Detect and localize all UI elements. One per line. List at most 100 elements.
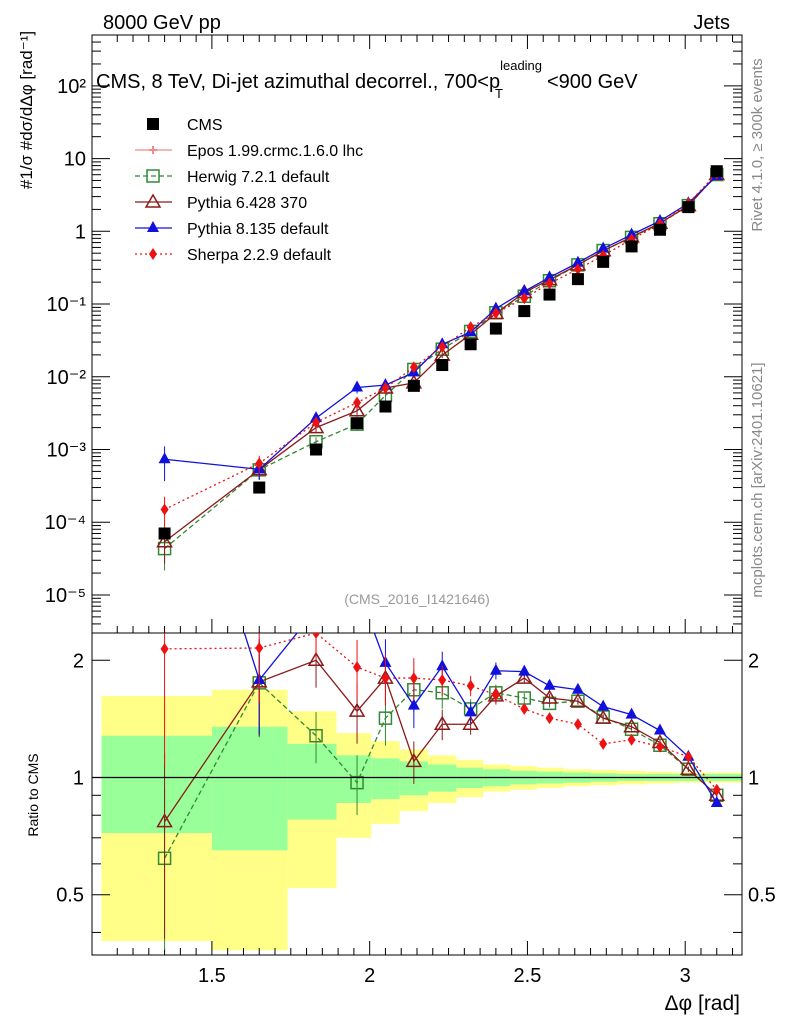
y-tick-label: 10 xyxy=(64,149,86,171)
y-tick-label: 10⁻² xyxy=(47,367,87,389)
series-point-main xyxy=(307,419,325,434)
rivet-label: Rivet 4.1.0, ≥ 300k events xyxy=(749,58,766,231)
cms-data-point xyxy=(710,165,723,178)
header-left: 8000 GeV pp xyxy=(103,12,221,34)
series-point-ratio xyxy=(462,715,479,730)
series-point-ratio xyxy=(464,705,477,717)
ratio-y-tick-label: 0.5 xyxy=(56,885,84,907)
series-point-ratio xyxy=(491,688,500,701)
series-point-main xyxy=(255,457,264,470)
legend-label: Herwig 7.2.1 default xyxy=(187,169,330,186)
cms-data-point xyxy=(351,417,364,430)
series-point-ratio xyxy=(597,699,610,711)
stat-band xyxy=(287,743,337,820)
series-point-main xyxy=(545,277,554,290)
series-point-ratio xyxy=(489,663,502,675)
series-point-ratio xyxy=(541,689,558,704)
series-point-main xyxy=(312,416,321,429)
ratio-series xyxy=(156,373,726,951)
cms-data-point xyxy=(518,305,531,318)
header-right: Jets xyxy=(693,12,730,34)
series-point-ratio xyxy=(684,750,693,763)
legend-label: Epos 1.99.crmc.1.6.0 lhc xyxy=(187,143,363,160)
series-point-main xyxy=(438,340,447,353)
series-point-ratio xyxy=(594,709,612,724)
series-point-ratio xyxy=(466,679,475,692)
cms-data-point xyxy=(682,201,695,214)
series-point-ratio xyxy=(156,813,173,828)
series-point-ratio xyxy=(573,718,582,731)
cms-data-point xyxy=(489,322,502,335)
mcplots-label: mcplots.cern.ch [arXiv:2401.10621] xyxy=(749,362,766,597)
cms-data-point xyxy=(571,273,584,286)
cms-data-point xyxy=(310,443,323,456)
cms-data-point xyxy=(253,481,266,494)
x-axis-label: Δφ [rad] xyxy=(665,992,741,1015)
series-point-main xyxy=(625,227,638,239)
series-point-ratio xyxy=(350,775,364,790)
series-point-main xyxy=(353,396,362,409)
series-point-main xyxy=(571,255,584,267)
series-point-ratio xyxy=(353,661,362,674)
ratio-y-axis-label: Ratio to CMS xyxy=(25,753,41,836)
series-point-ratio xyxy=(515,669,533,684)
series-point-ratio xyxy=(436,659,449,671)
series-point-ratio xyxy=(571,682,584,694)
legend-label: Pythia 8.135 default xyxy=(187,221,329,238)
y-tick-label: 10⁻³ xyxy=(47,440,87,462)
axis-ticks: 1.5 2 2.5 3 10⁻⁵ 10⁻⁴ 10⁻³ 10⁻² 10⁻¹ 1 10 10² 0.5 0.5… xyxy=(45,34,776,987)
main-y-axis-label: #1/σ #dσ/dΔφ [rad⁻¹] xyxy=(17,31,36,189)
series-point-main xyxy=(520,292,529,305)
series-point-ratio xyxy=(312,633,321,639)
legend: CMS Epos 1.99.crmc.1.6.0 lhc Herwig 7.2.1 … xyxy=(135,117,363,264)
y-tick-label: 10⁻⁴ xyxy=(45,512,86,534)
series-point-ratio xyxy=(433,715,451,730)
stat-band xyxy=(101,735,212,834)
x-tick-label: 2.5 xyxy=(514,965,542,987)
ratio-y-tick-label: 1 xyxy=(73,767,84,789)
stat-band xyxy=(371,758,400,800)
y-tick-label: 1 xyxy=(75,221,86,243)
cms-data-point xyxy=(379,400,392,413)
series-point-main xyxy=(409,361,418,374)
series-point-ratio xyxy=(381,672,390,685)
legend-marker xyxy=(149,248,157,260)
x-tick-label: 2 xyxy=(364,965,375,987)
series-point-ratio xyxy=(160,642,169,655)
cms-data-point xyxy=(543,288,556,301)
series-point-ratio xyxy=(545,712,554,725)
series-point-main xyxy=(348,402,366,417)
legend-marker xyxy=(146,169,160,183)
series-point-ratio xyxy=(351,579,363,590)
stat-band xyxy=(211,726,288,851)
series-point-main xyxy=(518,284,531,296)
series-point-main xyxy=(160,503,169,516)
cms-data-point xyxy=(597,255,610,268)
cms-data-point xyxy=(407,379,420,392)
legend-label: CMS xyxy=(187,117,223,134)
series-point-main xyxy=(573,263,582,276)
series-point-main xyxy=(466,321,475,334)
series-point-main xyxy=(351,380,364,392)
ratio-y-tick-label-right: 2 xyxy=(748,650,759,672)
series-point-ratio xyxy=(409,672,418,685)
series-point-main xyxy=(156,533,173,548)
series-point-ratio xyxy=(623,718,640,733)
series-point-ratio xyxy=(520,702,529,715)
series-point-ratio xyxy=(710,795,723,807)
series-point-ratio xyxy=(627,733,636,746)
main-series xyxy=(156,165,726,571)
ratio-y-tick-label: 2 xyxy=(73,650,84,672)
series-point-main xyxy=(158,452,171,464)
legend-marker xyxy=(144,193,162,208)
series-point-ratio xyxy=(712,783,721,796)
y-tick-label: 10² xyxy=(57,76,86,98)
series-point-ratio xyxy=(518,664,531,676)
series-line-main xyxy=(164,175,718,470)
series-point-ratio xyxy=(348,702,366,717)
y-tick-label: 10⁻¹ xyxy=(47,294,87,316)
series-point-ratio xyxy=(599,737,608,750)
x-tick-label: 1.5 xyxy=(198,965,226,987)
series-point-ratio xyxy=(159,373,171,384)
